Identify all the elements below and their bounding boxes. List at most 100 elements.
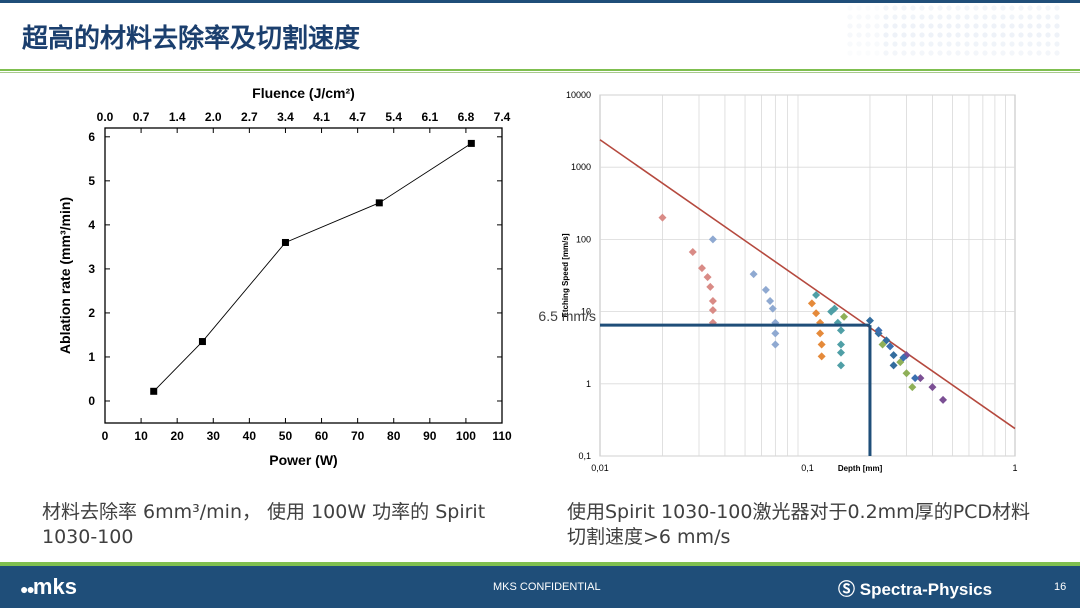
- decorative-dot: [856, 41, 862, 47]
- decorative-dot: [865, 5, 871, 11]
- y-tick-label: 2: [88, 306, 95, 320]
- decorative-dot: [982, 41, 988, 47]
- y-tick-label: 0: [88, 394, 95, 408]
- data-point: [889, 361, 898, 370]
- data-point: [807, 299, 816, 308]
- decorative-dot: [1018, 23, 1024, 29]
- decorative-dot: [910, 32, 916, 38]
- decorative-dot: [910, 5, 916, 11]
- x2-axis-label: Fluence (J/cm²): [252, 85, 355, 101]
- x-tick-label: 0: [102, 429, 109, 443]
- decorative-dot: [937, 41, 943, 47]
- decorative-dot: [910, 23, 916, 29]
- decorative-dot: [973, 23, 979, 29]
- data-point: [836, 326, 845, 335]
- decorative-dot: [973, 41, 979, 47]
- x2-tick-label: 3.4: [277, 110, 294, 124]
- data-point: [816, 318, 825, 327]
- decorative-dot: [982, 14, 988, 20]
- data-point: [708, 235, 717, 244]
- decorative-dot: [1036, 50, 1042, 56]
- decorative-dot: [1036, 32, 1042, 38]
- slide-title: 超高的材料去除率及切割速度: [22, 24, 361, 54]
- footer-accent: [0, 562, 1080, 566]
- x-tick-label: 20: [171, 429, 185, 443]
- spectra-physics-logo: Ⓢ Spectra-Physics: [838, 575, 992, 600]
- decorative-dot: [856, 14, 862, 20]
- decorative-dot: [1018, 50, 1024, 56]
- decorative-dot: [883, 5, 889, 11]
- decorative-dot: [1027, 14, 1033, 20]
- decorative-dot: [937, 23, 943, 29]
- plot-frame: [599, 94, 1016, 457]
- x2-tick-label: 0.7: [133, 110, 150, 124]
- decorative-dot: [928, 14, 934, 20]
- data-point: [812, 290, 821, 299]
- decorative-dot: [883, 50, 889, 56]
- decorative-dot: [937, 32, 943, 38]
- decorative-dot: [856, 23, 862, 29]
- decorative-dot: [1009, 41, 1015, 47]
- decorative-dot: [1027, 41, 1033, 47]
- data-point: [706, 282, 715, 291]
- y-tick-label: 4: [88, 218, 95, 232]
- decorative-dot: [946, 23, 952, 29]
- decorative-dot: [928, 50, 934, 56]
- decorative-dot: [946, 41, 952, 47]
- decorative-dot: [964, 14, 970, 20]
- decorative-dot: [991, 32, 997, 38]
- decorative-dot: [1000, 32, 1006, 38]
- decorative-dot: [1036, 23, 1042, 29]
- x-axis-label: Power (W): [269, 452, 337, 468]
- decorative-dot: [991, 50, 997, 56]
- decorative-dot: [1054, 50, 1060, 56]
- decorative-dot: [901, 14, 907, 20]
- decorative-dot: [874, 50, 880, 56]
- data-point: [939, 395, 948, 404]
- plot-frame: [104, 127, 503, 424]
- decorative-dot: [1009, 14, 1015, 20]
- decorative-dot: [955, 32, 961, 38]
- x-tick-label: 60: [315, 429, 329, 443]
- data-point: [830, 304, 839, 313]
- left-caption: 材料去除率 6mm³/min， 使用 100W 功率的 Spirit 1030-…: [42, 501, 486, 548]
- data-point: [749, 270, 758, 279]
- x-tick-label: 70: [351, 429, 365, 443]
- decorative-dot: [982, 23, 988, 29]
- decorative-dot: [1027, 50, 1033, 56]
- decorative-dot: [865, 32, 871, 38]
- decorative-dot: [964, 23, 970, 29]
- decorative-dot: [955, 23, 961, 29]
- title-divider: [0, 69, 1080, 71]
- x-tick-label: 10: [134, 429, 148, 443]
- y-tick-label: 1: [586, 379, 591, 389]
- decorative-dot: [964, 5, 970, 11]
- decorative-dot: [1018, 32, 1024, 38]
- right-caption: 使用Spirit 1030-100激光器对于0.2mm厚的PCD材料切割速度>6…: [567, 501, 1031, 548]
- data-point: [899, 353, 908, 362]
- decorative-dot: [901, 5, 907, 11]
- page-number: 16: [1054, 581, 1067, 593]
- decorative-dot: [847, 41, 853, 47]
- decorative-dot: [874, 5, 880, 11]
- decorative-dot: [883, 32, 889, 38]
- y-tick-label: 10: [581, 307, 591, 317]
- decorative-dot: [901, 23, 907, 29]
- decorative-dot: [982, 50, 988, 56]
- decorative-dot: [1000, 14, 1006, 20]
- decorative-dot: [919, 23, 925, 29]
- data-point: [150, 387, 158, 395]
- decorative-dot: [1018, 41, 1024, 47]
- decorative-dot: [892, 32, 898, 38]
- data-point: [817, 340, 826, 349]
- decorative-dot: [901, 41, 907, 47]
- decorative-dot: [883, 23, 889, 29]
- decorative-dot: [1009, 50, 1015, 56]
- decorative-dot: [892, 41, 898, 47]
- x-tick-label: 110: [492, 429, 512, 443]
- decorative-dot: [919, 32, 925, 38]
- decorative-dot: [1045, 23, 1051, 29]
- decorative-dot: [865, 14, 871, 20]
- decorative-dot: [937, 5, 943, 11]
